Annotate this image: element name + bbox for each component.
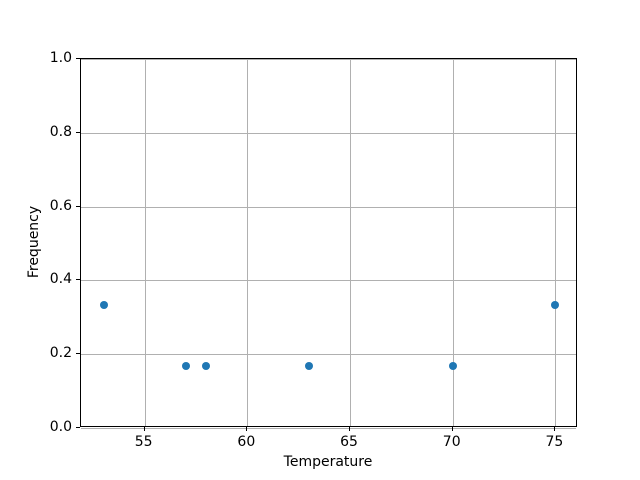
y-gridline-0.2 [81, 354, 576, 356]
x-tick-label-65: 65 [340, 434, 358, 450]
y-gridline-0.8 [81, 132, 576, 134]
x-axis-title: Temperature [283, 454, 373, 470]
x-tick-label-60: 60 [237, 434, 256, 450]
data-point-57-0.167 [181, 362, 190, 371]
data-point-58-0.167 [202, 362, 211, 371]
data-point-53-0.333 [99, 301, 108, 310]
y-tick-label-0.2: 0.2 [49, 345, 72, 362]
y-gridline-0.4 [81, 280, 576, 282]
y-gridline-0.6 [81, 206, 576, 208]
y-axis-title: Frequency [26, 205, 42, 279]
y-tick-mark-0.2 [76, 353, 80, 355]
x-tick-mark-55 [143, 427, 145, 431]
x-gridline-55 [144, 59, 146, 426]
y-tick-mark-0.6 [76, 205, 80, 207]
scatter-points-layer [81, 59, 576, 426]
y-tick-mark-0.8 [76, 131, 80, 133]
x-tick-label-55: 55 [134, 434, 153, 450]
x-gridline-75 [555, 59, 557, 426]
x-gridline-70 [452, 59, 454, 426]
grid-layer [81, 59, 576, 429]
y-gridline-1.0 [81, 59, 576, 60]
x-tick-mark-65 [349, 427, 351, 431]
x-tick-mark-75 [554, 427, 556, 431]
x-tick-mark-60 [246, 427, 248, 431]
x-tick-label-70: 70 [442, 434, 461, 450]
plot-area [80, 58, 577, 429]
y-tick-mark-0.0 [76, 427, 80, 428]
y-gridline-0.0 [81, 428, 576, 429]
y-tick-label-0.6: 0.6 [49, 197, 72, 214]
y-tick-label-1.0: 1.0 [49, 50, 72, 66]
x-gridline-60 [247, 59, 249, 426]
x-gridline-65 [350, 59, 352, 426]
data-point-75-0.333 [551, 301, 560, 310]
y-tick-label-0.8: 0.8 [49, 123, 72, 140]
y-tick-mark-1.0 [76, 58, 80, 59]
data-point-70-0.167 [448, 362, 457, 371]
data-point-63-0.167 [304, 362, 313, 371]
x-tick-label-75: 75 [545, 434, 564, 450]
y-tick-label-0.0: 0.0 [49, 419, 72, 435]
y-tick-label-0.4: 0.4 [49, 271, 72, 288]
y-tick-mark-0.4 [76, 279, 80, 281]
x-tick-mark-70 [451, 427, 453, 431]
